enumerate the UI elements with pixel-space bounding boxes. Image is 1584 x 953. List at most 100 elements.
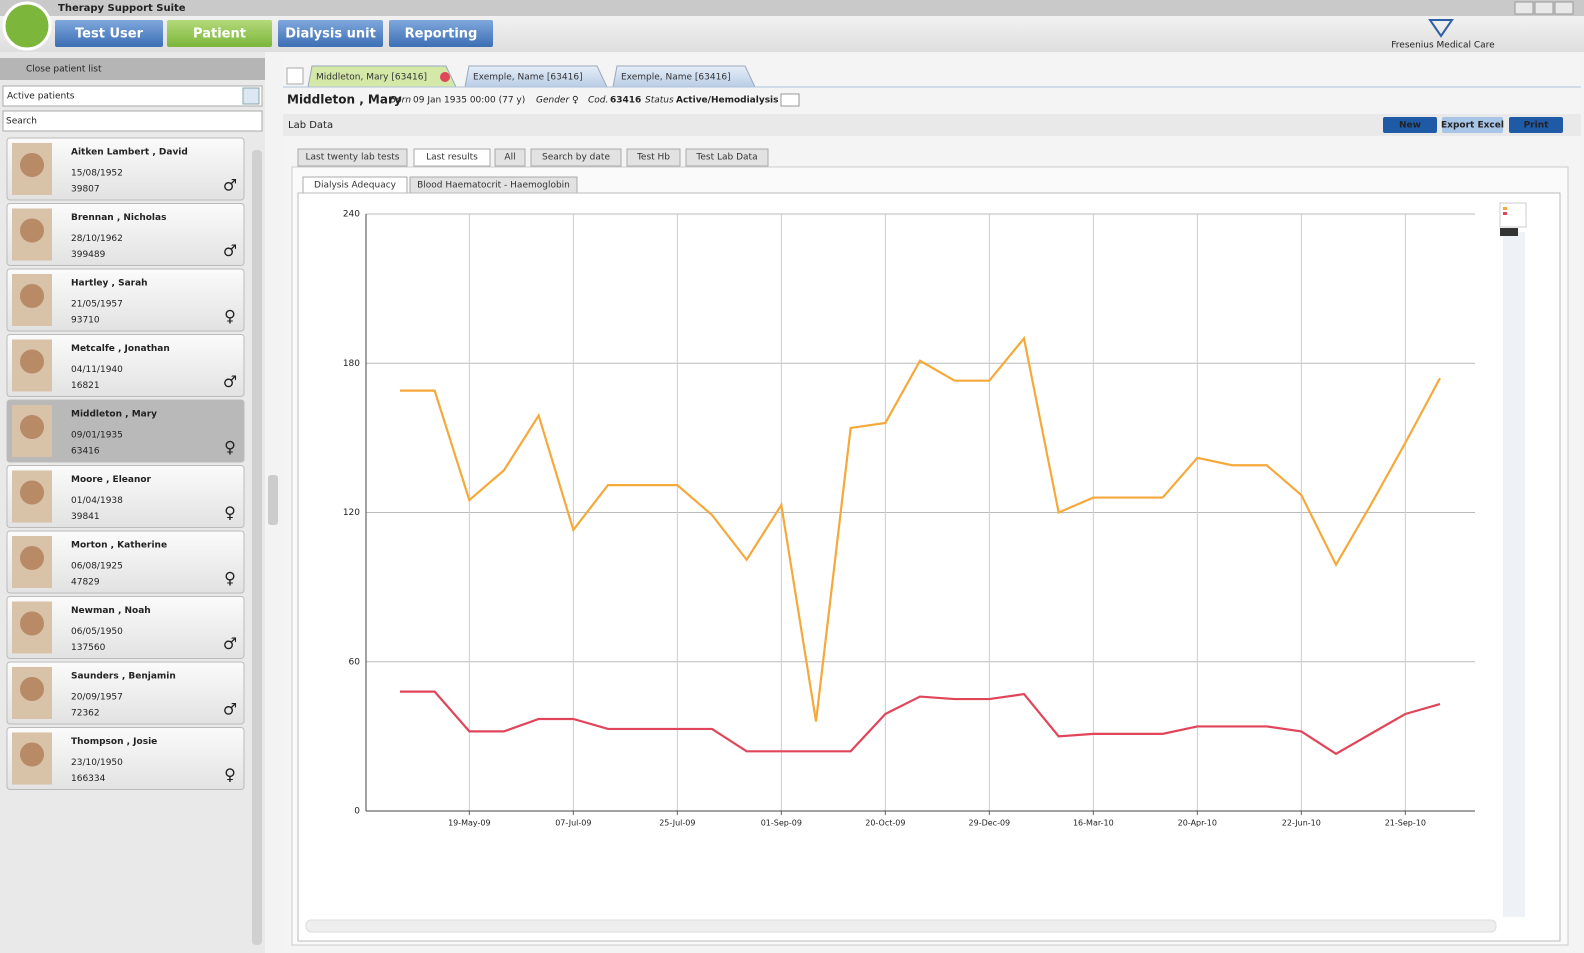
patient-dob: 06/05/1950: [71, 627, 123, 637]
toolbar-button[interactable]: [1442, 117, 1503, 133]
y-tick-label: 180: [343, 359, 360, 369]
lab-tab[interactable]: [297, 148, 408, 167]
lab-tab-label[interactable]: Search by date: [542, 153, 610, 163]
photo-face: [20, 218, 44, 243]
main-nav: Test User Patient Dialysis unit Reporting: [55, 20, 493, 47]
zoom-slider[interactable]: [1503, 232, 1525, 917]
toolbar-button-label[interactable]: Export Excel: [1441, 121, 1504, 131]
data-line: [400, 335, 1441, 722]
x-tick-label: 21-Sep-10: [1385, 819, 1426, 828]
toolbar-button-label[interactable]: New: [1399, 121, 1421, 131]
patient-id: 137560: [71, 643, 106, 653]
lab-tab-label[interactable]: Test Lab Data: [695, 153, 757, 163]
patient-card[interactable]: [6, 334, 245, 397]
tab-menu[interactable]: [286, 67, 304, 85]
maximize[interactable]: [1534, 1, 1554, 15]
close[interactable]: [1554, 1, 1574, 15]
gender-value: ♀: [572, 96, 579, 106]
legend-swatch[interactable]: [1503, 207, 1507, 210]
nav-label[interactable]: Reporting: [405, 27, 478, 42]
patient-name: Metcalfe , Jonathan: [71, 344, 170, 354]
patient-dob: 01/04/1938: [71, 496, 123, 506]
patient-card[interactable]: [6, 596, 245, 659]
y-tick-label: 240: [343, 210, 360, 220]
patient-name: Aitken Lambert , David: [71, 148, 188, 158]
lab-tab[interactable]: [494, 148, 526, 167]
nav-label[interactable]: Dialysis unit: [285, 27, 376, 42]
patient-name: Brennan , Nicholas: [71, 213, 166, 223]
nav-label[interactable]: Test User: [75, 27, 144, 42]
close-list[interactable]: Close patient list: [26, 65, 102, 75]
patient-tab-label[interactable]: Exemple, Name [63416]: [473, 73, 583, 83]
window-controls[interactable]: [1514, 1, 1574, 15]
h-scrollbar[interactable]: [305, 919, 1497, 933]
patient-card[interactable]: [6, 727, 245, 790]
lab-tab[interactable]: [530, 148, 622, 167]
x-tick-label: 16-Mar-10: [1073, 819, 1114, 828]
scrollbar[interactable]: [252, 150, 262, 945]
patient-tabs: Middleton, Mary [63416] Exemple, Name [63…: [307, 65, 756, 88]
x-tick-label: 20-Apr-10: [1178, 819, 1217, 828]
filter-value: Active patients: [7, 92, 75, 102]
nav-button[interactable]: [389, 20, 493, 47]
status-box[interactable]: [780, 93, 800, 107]
zoom-thumb[interactable]: [1500, 228, 1518, 236]
patient-id: 399489: [71, 250, 106, 260]
x-tick-label: 01-Sep-09: [761, 819, 802, 828]
section-title: Lab Data: [288, 120, 333, 131]
patient-tab-label[interactable]: Exemple, Name [63416]: [621, 73, 731, 83]
nav-button[interactable]: [278, 20, 383, 47]
nav-label[interactable]: Patient: [193, 27, 246, 42]
lab-tab-label[interactable]: Last twenty lab tests: [305, 153, 399, 163]
patient-card[interactable]: [6, 465, 245, 528]
patient-name: Middleton , Mary: [71, 410, 157, 420]
lab-tab-label[interactable]: Test Hb: [636, 153, 670, 163]
lab-tab[interactable]: [685, 148, 769, 167]
patient-gender: ♀: [224, 438, 236, 457]
lab-tab[interactable]: [413, 148, 491, 167]
lab-tab-label[interactable]: Last results: [426, 153, 478, 163]
y-tick-label: 120: [343, 508, 360, 518]
patient-id: 93710: [71, 316, 100, 326]
patient-dob: 21/05/1957: [71, 300, 123, 310]
patient-id: 39841: [71, 512, 100, 522]
toolbar-button[interactable]: [1509, 117, 1563, 133]
minimize[interactable]: [1514, 1, 1534, 15]
toolbar: New Export Excel Print: [1383, 117, 1563, 133]
close-list-bar[interactable]: [0, 58, 265, 80]
sub-tab-label[interactable]: Blood Haematocrit - Haemoglobin: [417, 181, 570, 191]
patient-card[interactable]: [6, 203, 245, 266]
patient-card[interactable]: [6, 399, 245, 463]
nav-button[interactable]: [55, 20, 163, 47]
patient-name: Newman , Noah: [71, 606, 151, 616]
close-tab[interactable]: [440, 72, 450, 82]
title-bar: [0, 0, 1584, 16]
patient-tab-label[interactable]: Middleton, Mary [63416]: [316, 73, 427, 83]
toolbar-button-label[interactable]: Print: [1524, 121, 1550, 131]
x-tick-label: 07-Jul-09: [555, 819, 591, 828]
lab-tab[interactable]: [626, 148, 681, 167]
toolbar-button[interactable]: [1383, 117, 1437, 133]
patient-card[interactable]: [6, 661, 245, 725]
app-title: Therapy Support Suite: [58, 3, 186, 14]
lab-tab-label[interactable]: All: [504, 153, 515, 163]
header-name: Middleton , Mary: [287, 93, 402, 107]
patient-card[interactable]: [6, 530, 245, 594]
patient-card[interactable]: [6, 137, 245, 201]
filter-dropdown[interactable]: [2, 85, 263, 107]
legend-swatch[interactable]: [1503, 212, 1507, 215]
patient-gender: ♂: [223, 176, 237, 195]
sub-tabs: Dialysis Adequacy Blood Haematocrit - Hae…: [302, 176, 578, 194]
cod-value: 63416: [610, 96, 641, 106]
splitter[interactable]: [268, 475, 278, 525]
patient-card[interactable]: [6, 268, 245, 332]
nav-button[interactable]: [167, 20, 272, 47]
photo-face: [20, 153, 44, 177]
y-tick-label: 0: [354, 807, 360, 817]
patient-name: Saunders , Benjamin: [71, 672, 176, 682]
patient-dob: 23/10/1950: [71, 758, 123, 768]
search-box[interactable]: [2, 110, 263, 132]
dropdown-arrow[interactable]: [242, 87, 260, 105]
sub-tab-label[interactable]: Dialysis Adequacy: [314, 181, 397, 191]
